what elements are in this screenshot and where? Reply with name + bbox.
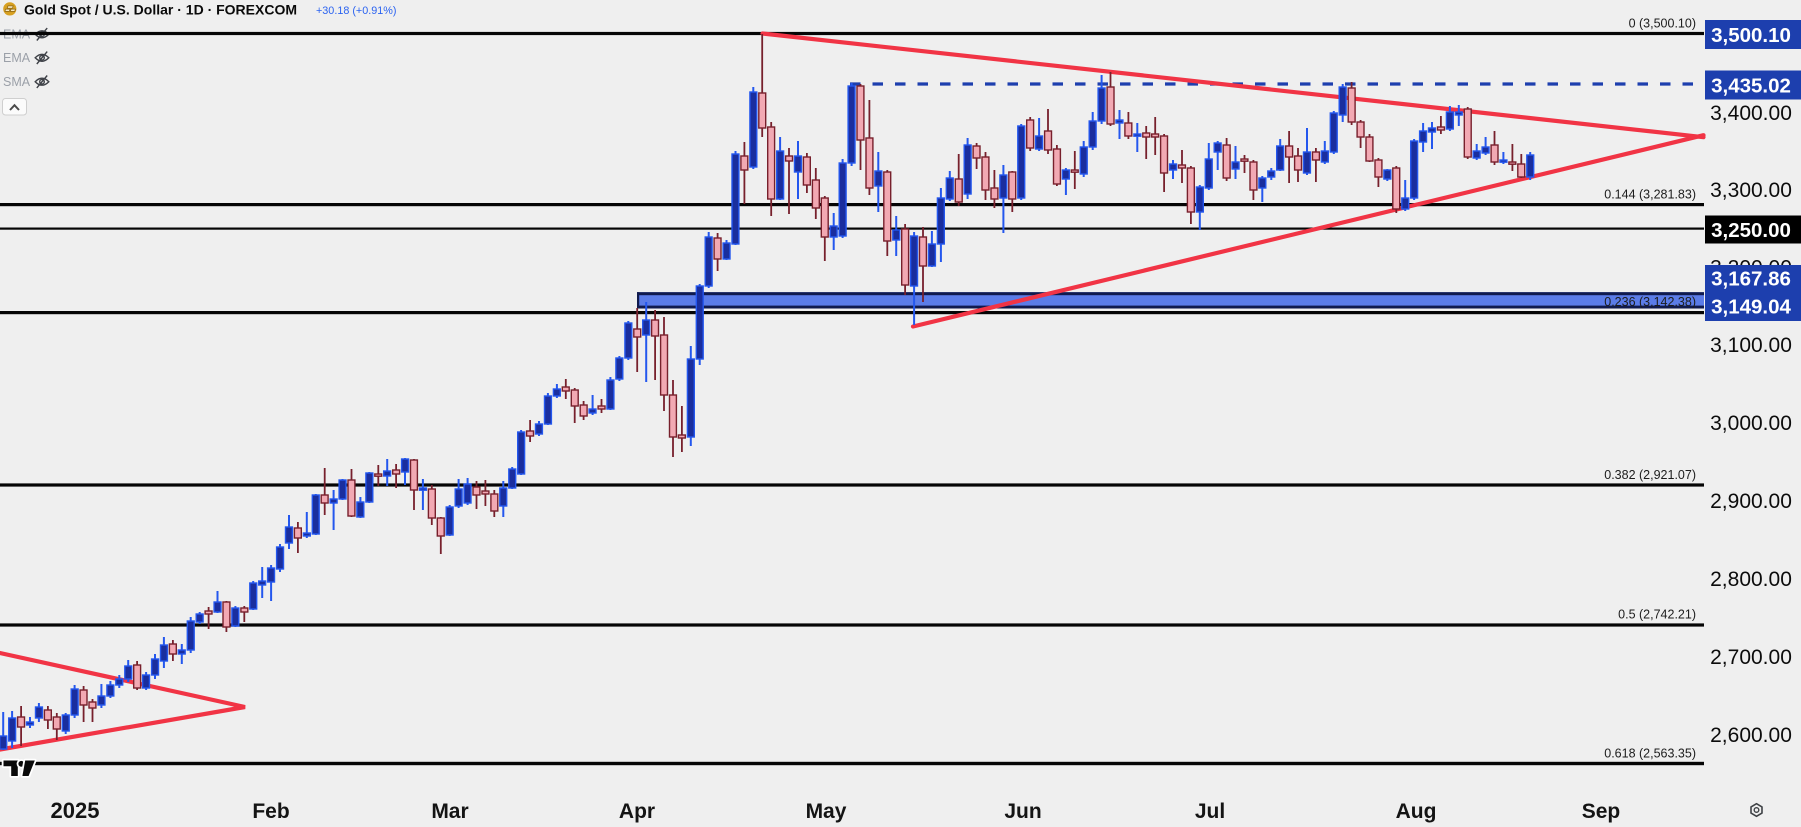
svg-text:3,435.02: 3,435.02 [1711,75,1791,98]
svg-text:2,600.00: 2,600.00 [1710,724,1792,747]
svg-text:3,149.04: 3,149.04 [1711,296,1791,319]
svg-text:0.382 (2,921.07): 0.382 (2,921.07) [1604,468,1696,482]
svg-text:3,300.00: 3,300.00 [1710,179,1792,202]
svg-text:SMA: SMA [3,75,31,89]
svg-text:3,100.00: 3,100.00 [1710,334,1792,357]
svg-text:0.5 (2,742.21): 0.5 (2,742.21) [1618,608,1696,622]
svg-text:3,167.86: 3,167.86 [1711,268,1791,291]
svg-text:Apr: Apr [619,800,655,823]
svg-text:Aug: Aug [1396,800,1437,823]
svg-text:2,900.00: 2,900.00 [1710,490,1792,513]
svg-text:EMA: EMA [3,51,31,65]
svg-text:0.144 (3,281.83): 0.144 (3,281.83) [1604,188,1696,202]
svg-text:Sep: Sep [1582,800,1621,823]
svg-text:2,800.00: 2,800.00 [1710,568,1792,591]
svg-text:May: May [806,800,847,823]
svg-text:3,250.00: 3,250.00 [1711,219,1791,242]
svg-text:0 (3,500.10): 0 (3,500.10) [1629,17,1696,31]
svg-text:Jun: Jun [1004,800,1041,823]
svg-text:Jul: Jul [1195,800,1225,823]
svg-text:Gold Spot / U.S. Dollar · 1D ·: Gold Spot / U.S. Dollar · 1D · FOREXCOM [24,2,297,18]
svg-text:3,000.00: 3,000.00 [1710,412,1792,435]
svg-text:Mar: Mar [431,800,468,823]
svg-text:Feb: Feb [252,800,289,823]
svg-text:2,700.00: 2,700.00 [1710,646,1792,669]
svg-text:0.236 (3,142.38): 0.236 (3,142.38) [1604,295,1696,309]
svg-text:+30.18 (+0.91%): +30.18 (+0.91%) [316,5,396,17]
svg-text:2025: 2025 [51,798,100,823]
svg-text:3,500.10: 3,500.10 [1711,24,1791,47]
svg-text:0.618 (2,563.35): 0.618 (2,563.35) [1604,747,1696,761]
svg-text:3,400.00: 3,400.00 [1710,102,1792,125]
